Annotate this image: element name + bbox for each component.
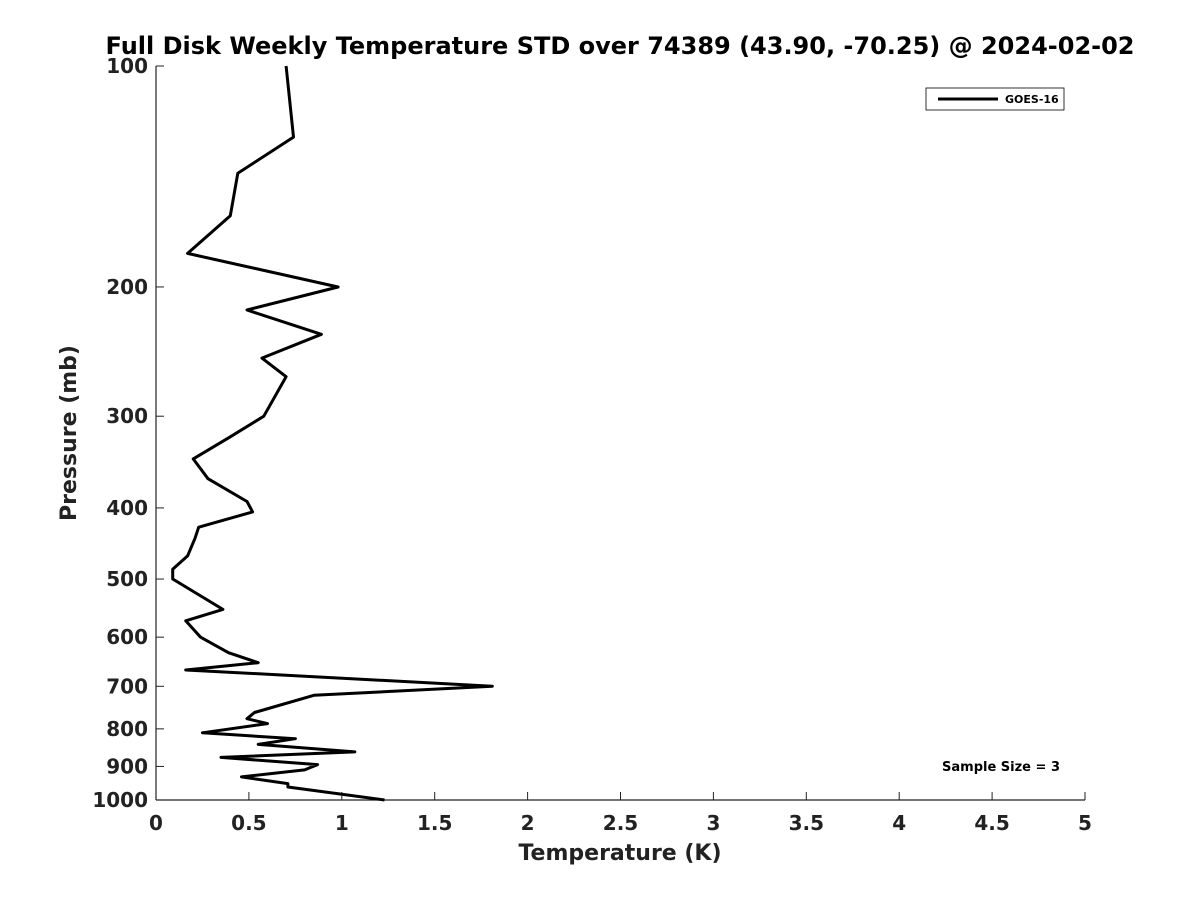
x-tick-label: 4.5 bbox=[974, 811, 1009, 835]
y-tick-label: 800 bbox=[106, 717, 148, 741]
x-tick-label: 0 bbox=[149, 811, 163, 835]
y-tick-label: 500 bbox=[106, 567, 148, 591]
y-tick-label: 100 bbox=[106, 54, 148, 78]
y-tick-label: 600 bbox=[106, 625, 148, 649]
x-tick-label: 1 bbox=[335, 811, 349, 835]
sample-size-annotation: Sample Size = 3 bbox=[942, 760, 1060, 775]
series-layer bbox=[171, 65, 494, 802]
x-tick-label: 0.5 bbox=[231, 811, 266, 835]
x-tick-label: 2.5 bbox=[603, 811, 638, 835]
y-tick-label: 1000 bbox=[92, 788, 148, 812]
x-tick-label: 1.5 bbox=[417, 811, 452, 835]
x-axis-label: Temperature (K) bbox=[518, 841, 721, 866]
legend: GOES-16 bbox=[925, 87, 1065, 111]
x-tick-label: 2 bbox=[521, 811, 535, 835]
x-axis-ticks: 0 0.5 1 1.5 2 2.5 3 3.5 4 4.5 5 bbox=[149, 792, 1092, 835]
x-tick-label: 4 bbox=[892, 811, 906, 835]
y-tick-label: 400 bbox=[106, 496, 148, 520]
plot-area bbox=[156, 66, 1085, 800]
legend-label: GOES-16 bbox=[1005, 93, 1059, 106]
x-tick-label: 5 bbox=[1078, 811, 1092, 835]
y-axis-label: Pressure (mb) bbox=[57, 345, 82, 521]
chart-title: Full Disk Weekly Temperature STD over 74… bbox=[106, 32, 1135, 60]
y-tick-label: 700 bbox=[106, 674, 148, 698]
series-line bbox=[171, 65, 494, 802]
x-tick-label: 3.5 bbox=[789, 811, 824, 835]
y-tick-label: 300 bbox=[106, 404, 148, 428]
y-axis-ticks: 100 200 300 400 500 600 700 800 900 1000 bbox=[92, 54, 164, 812]
y-tick-label: 200 bbox=[106, 275, 148, 299]
x-tick-label: 3 bbox=[706, 811, 720, 835]
y-tick-label: 900 bbox=[106, 754, 148, 778]
